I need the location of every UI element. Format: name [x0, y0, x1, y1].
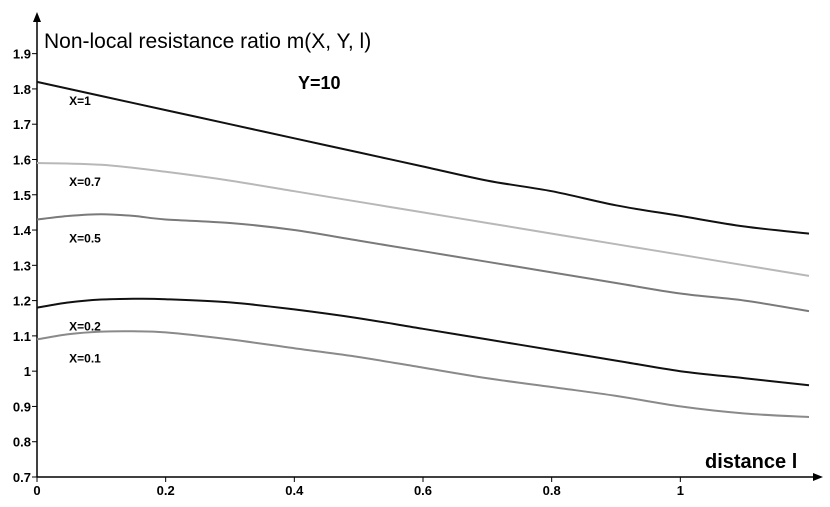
y-tick-label: 1.5	[13, 188, 31, 203]
series-lines	[36, 80, 810, 418]
y-tick-label: 1.3	[13, 258, 31, 273]
x-tick-label: 0	[33, 483, 40, 498]
ticks: 0 0.2 0.4 0.6 0.8 1 0.7 0.8 0.9 1 1.1 1.2 1.3 1.4 1.5 1…	[13, 47, 684, 498]
x-tick-label: 0.4	[285, 483, 304, 498]
series-line-x-0-7	[36, 162, 810, 277]
x-tick-label: 0.2	[157, 483, 175, 498]
series-label-x-0-5: X=0.5	[69, 231, 101, 245]
series-label-x-0-2: X=0.2	[69, 320, 101, 334]
y-tick-label: 1.8	[13, 82, 31, 97]
y-tick-label: 1.7	[13, 117, 31, 132]
series-line-x-0-5	[36, 213, 810, 313]
series-label-x-1: X=1	[69, 94, 91, 108]
series-labels: X=1 X=0.7 X=0.5 X=0.2 X=0.1	[69, 94, 101, 366]
y-axis-arrow	[33, 12, 41, 22]
y-tick-label: 0.9	[13, 399, 31, 414]
series-label-x-0-1: X=0.1	[69, 351, 101, 365]
y-axis-label: Non-local resistance ratio m(X, Y, l)	[44, 30, 372, 53]
series-line-x-0-1	[36, 330, 810, 418]
y-tick-label: 1.4	[13, 223, 32, 238]
x-tick-label: 1	[677, 483, 684, 498]
x-axis-arrow	[813, 473, 823, 481]
x-axis-label: distance l	[705, 451, 798, 473]
chart-annotation: Y=10	[298, 73, 341, 93]
series-label-x-0-7: X=0.7	[69, 175, 101, 189]
y-tick-label: 1	[24, 364, 31, 379]
series-line-x-1	[36, 80, 810, 235]
y-tick-label: 0.8	[13, 435, 31, 450]
y-tick-label: 1.9	[13, 47, 31, 62]
y-tick-label: 1.1	[13, 329, 31, 344]
y-tick-label: 0.7	[13, 470, 31, 485]
series-line-x-0-2	[36, 297, 810, 387]
x-tick-label: 0.6	[414, 483, 432, 498]
x-tick-label: 0.8	[543, 483, 561, 498]
axes	[33, 12, 823, 481]
y-tick-label: 1.6	[13, 152, 31, 167]
y-tick-label: 1.2	[13, 294, 31, 309]
